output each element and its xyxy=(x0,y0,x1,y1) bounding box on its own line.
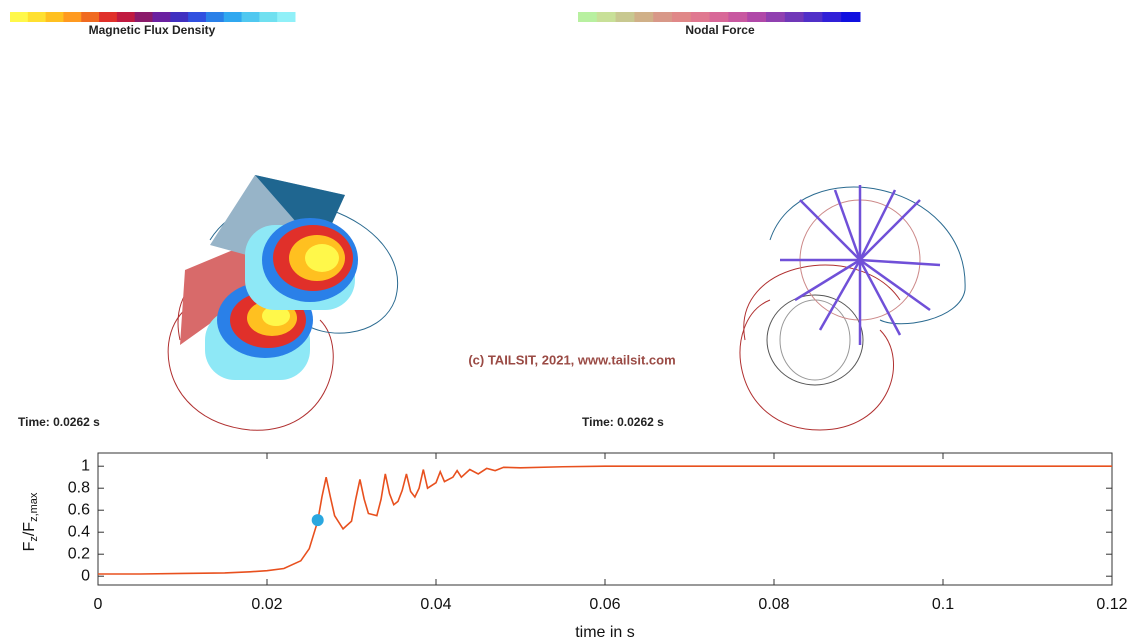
colorbar-swatch xyxy=(634,12,654,22)
y-tick-label: 0.4 xyxy=(68,523,90,540)
colorbar-swatch xyxy=(45,12,64,22)
colorbar-title: Nodal Force xyxy=(685,23,755,37)
colorbar-swatch xyxy=(709,12,729,22)
colorbar-swatch xyxy=(690,12,711,22)
x-tick-label: 0.08 xyxy=(758,596,789,613)
plot-frame xyxy=(97,452,1113,586)
colorbar-swatch xyxy=(277,12,296,22)
time-marker xyxy=(311,514,324,527)
y-tick-label: 1 xyxy=(81,457,90,474)
copyright: (c) TAILSIT, 2021, www.tailsit.com xyxy=(468,352,675,367)
y-label-part: z xyxy=(28,536,40,542)
x-tick-label: 0.1 xyxy=(932,596,954,613)
colorbar-swatch xyxy=(578,12,598,22)
colorbar-swatch xyxy=(766,12,786,22)
colorbar-swatch xyxy=(170,12,189,22)
y-tick-label: 0 xyxy=(81,567,90,584)
x-axis-label: time in s xyxy=(575,624,635,641)
x-tick-label: 0.04 xyxy=(420,596,451,613)
flux-render xyxy=(167,175,398,431)
y-tick-label: 0.8 xyxy=(68,479,90,496)
colorbar-swatch xyxy=(223,12,243,22)
data-line xyxy=(98,465,1112,575)
colorbar-swatch xyxy=(728,12,748,22)
y-label-part: F xyxy=(21,541,38,551)
colorbar-swatch xyxy=(784,12,805,22)
y-axis-label: Fz/Fz,max xyxy=(21,492,40,551)
y-label-part: z,max xyxy=(28,492,40,522)
colorbar-swatch xyxy=(259,12,278,22)
y-label-part: /F xyxy=(21,522,38,536)
colorbar-swatch xyxy=(841,12,861,22)
x-tick-label: 0.06 xyxy=(589,596,620,613)
colorbar-swatch xyxy=(63,12,82,22)
colorbar-swatch xyxy=(803,12,823,22)
time-label: Time: 0.0262 s xyxy=(18,415,100,429)
colorbar-swatch xyxy=(134,12,153,22)
colorbar-swatch xyxy=(615,12,635,22)
colorbar-swatch xyxy=(205,12,225,22)
force-render xyxy=(739,185,966,431)
colorbar-swatch xyxy=(99,12,118,22)
colorbar-swatch xyxy=(596,12,617,22)
colorbar-swatch xyxy=(747,12,767,22)
y-tick-label: 0.6 xyxy=(68,501,90,518)
colorbar-swatch xyxy=(27,12,47,22)
colorbar-swatch xyxy=(152,12,171,22)
time-label: Time: 0.0262 s xyxy=(582,415,664,429)
x-tick-label: 0.12 xyxy=(1096,596,1127,613)
colorbar-title: Magnetic Flux Density xyxy=(89,23,216,37)
colorbar-swatch xyxy=(241,12,260,22)
x-tick-label: 0 xyxy=(94,596,103,613)
colorbar-swatch xyxy=(188,12,207,22)
colorbar-swatch xyxy=(116,12,136,22)
colorbar-swatch xyxy=(10,12,29,22)
x-tick-label: 0.02 xyxy=(251,596,282,613)
colorbar-swatch xyxy=(81,12,100,22)
y-tick-label: 0.2 xyxy=(68,545,90,562)
colorbar-swatch xyxy=(672,12,692,22)
colorbar-swatch xyxy=(822,12,842,22)
colorbar-swatch xyxy=(653,12,673,22)
